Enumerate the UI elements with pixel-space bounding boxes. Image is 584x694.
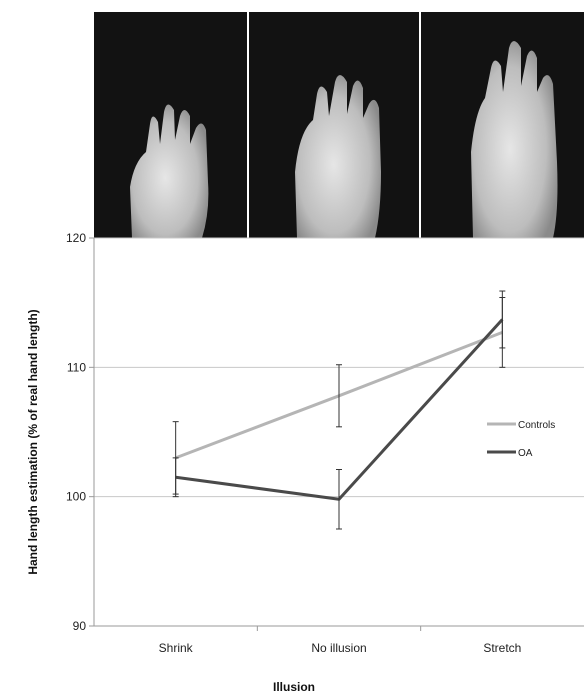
y-tick-label: 120: [66, 231, 86, 245]
y-axis-title: Hand length estimation (% of real hand l…: [26, 309, 40, 574]
hand-shrink-photo: [94, 12, 247, 238]
hand-no-illusion-photo: [249, 12, 419, 238]
legend-label-oa: OA: [518, 448, 533, 459]
hand-stretch-photo: [421, 12, 584, 238]
x-tick-label: No illusion: [311, 641, 366, 655]
y-tick-label: 100: [66, 490, 86, 504]
y-tick-label: 90: [73, 619, 87, 633]
x-axis-title: Illusion: [273, 680, 315, 694]
y-tick-label: 110: [67, 360, 86, 374]
x-tick-label: Shrink: [159, 641, 194, 655]
legend-label-controls: Controls: [518, 420, 555, 431]
x-tick-label: Stretch: [483, 641, 521, 655]
